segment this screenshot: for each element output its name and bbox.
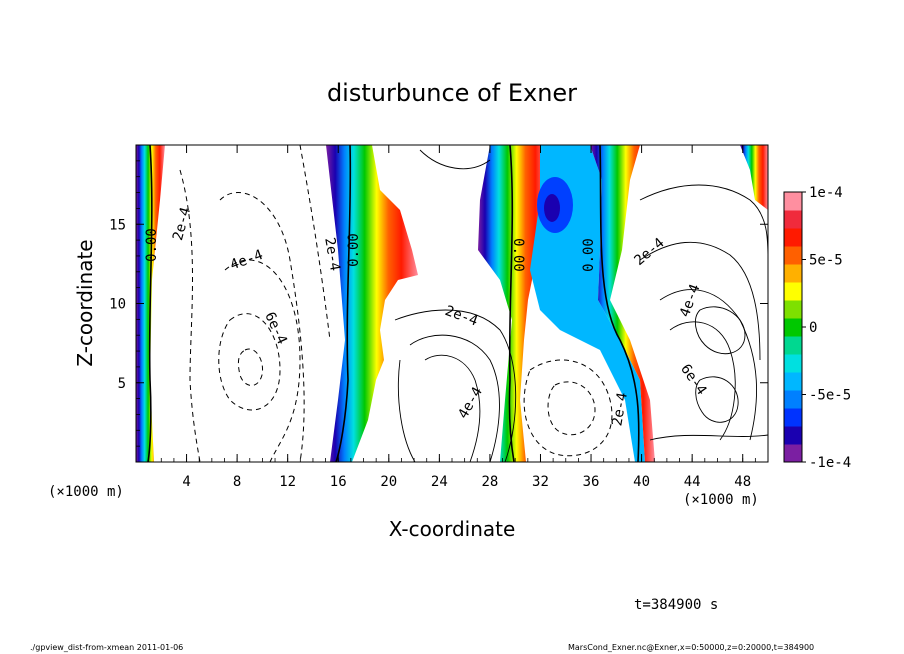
x-axis-ticks: 4 8 12 16 20 24 28 32 36 40 44 48 xyxy=(135,145,769,490)
y-axis-ticks: 5 10 15 xyxy=(109,144,768,463)
contour-label-0-d: 0.00 xyxy=(581,238,597,272)
colorbar-segment-10 xyxy=(784,264,802,283)
contour-label-0-c: 0.00 xyxy=(510,238,526,272)
x-tick-label-7: 32 xyxy=(532,474,549,490)
colorbar-segment-6 xyxy=(784,336,802,355)
color-band-right xyxy=(740,145,768,210)
colorbar-segment-14 xyxy=(784,192,802,211)
colorbar-label-0: 1e-4 xyxy=(809,185,843,201)
colorbar-segment-3 xyxy=(784,390,802,409)
contour-label-2e4-b: 2e-4 xyxy=(321,236,343,272)
colorbar-segment-0 xyxy=(784,444,802,463)
colorbar-label-1: 5e-5 xyxy=(809,253,843,269)
x-tick-label-1: 8 xyxy=(233,474,241,490)
footer-left: ./gpview_dist-from-xmean 2011-01-06 xyxy=(30,643,183,652)
x-tick-label-11: 48 xyxy=(734,474,751,490)
colorbar-label-2: 0 xyxy=(809,320,817,336)
color-band-x31 xyxy=(478,145,548,462)
x-tick-label-9: 40 xyxy=(633,474,650,490)
colorbar: 1e-4 5e-5 0 -5e-5 -1e-4 xyxy=(783,185,851,471)
colorbar-segment-13 xyxy=(784,210,802,229)
colorbar-label-3: -5e-5 xyxy=(809,388,851,404)
x-tick-label-4: 20 xyxy=(380,474,397,490)
x-tick-label-10: 44 xyxy=(684,474,701,490)
contour-label-0-b: 0.00 xyxy=(346,233,362,267)
y-tick-label-1: 10 xyxy=(109,297,126,313)
chart-title: disturbunce of Exner xyxy=(327,79,577,107)
colorbar-segment-8 xyxy=(784,300,802,319)
x-tick-label-6: 28 xyxy=(481,474,498,490)
colorbar-segment-2 xyxy=(784,408,802,427)
x-axis-label: X-coordinate xyxy=(389,517,516,541)
colorbar-segment-1 xyxy=(784,426,802,445)
colorbar-segment-11 xyxy=(784,246,802,265)
x-tick-label-2: 12 xyxy=(279,474,296,490)
x-unit-right: (×1000 m) xyxy=(683,492,759,508)
x-tick-label-0: 4 xyxy=(182,474,190,490)
y-tick-label-2: 15 xyxy=(109,217,126,233)
plot-area xyxy=(136,145,768,462)
y-axis-label: Z-coordinate xyxy=(73,239,97,366)
y-tick-label-0: 5 xyxy=(118,376,126,392)
colorbar-segment-12 xyxy=(784,228,802,247)
contour-label-2e4-d: 2e-4 xyxy=(609,391,631,427)
x-unit-left: (×1000 m) xyxy=(48,484,124,500)
colorbar-label-4: -1e-4 xyxy=(809,455,851,471)
colorbar-segment-5 xyxy=(784,354,802,373)
colorbar-segment-7 xyxy=(784,318,802,337)
time-label: t=384900 s xyxy=(634,597,718,613)
contour-label-0: 0.00 xyxy=(144,228,160,262)
x-tick-label-3: 16 xyxy=(330,474,347,490)
x-tick-label-8: 36 xyxy=(583,474,600,490)
footer-right: MarsCond_Exner.nc@Exner,x=0:50000,z=0:20… xyxy=(568,643,814,652)
colorbar-segment-4 xyxy=(784,372,802,391)
colorbar-segment-9 xyxy=(784,282,802,301)
x-tick-label-5: 24 xyxy=(431,474,448,490)
